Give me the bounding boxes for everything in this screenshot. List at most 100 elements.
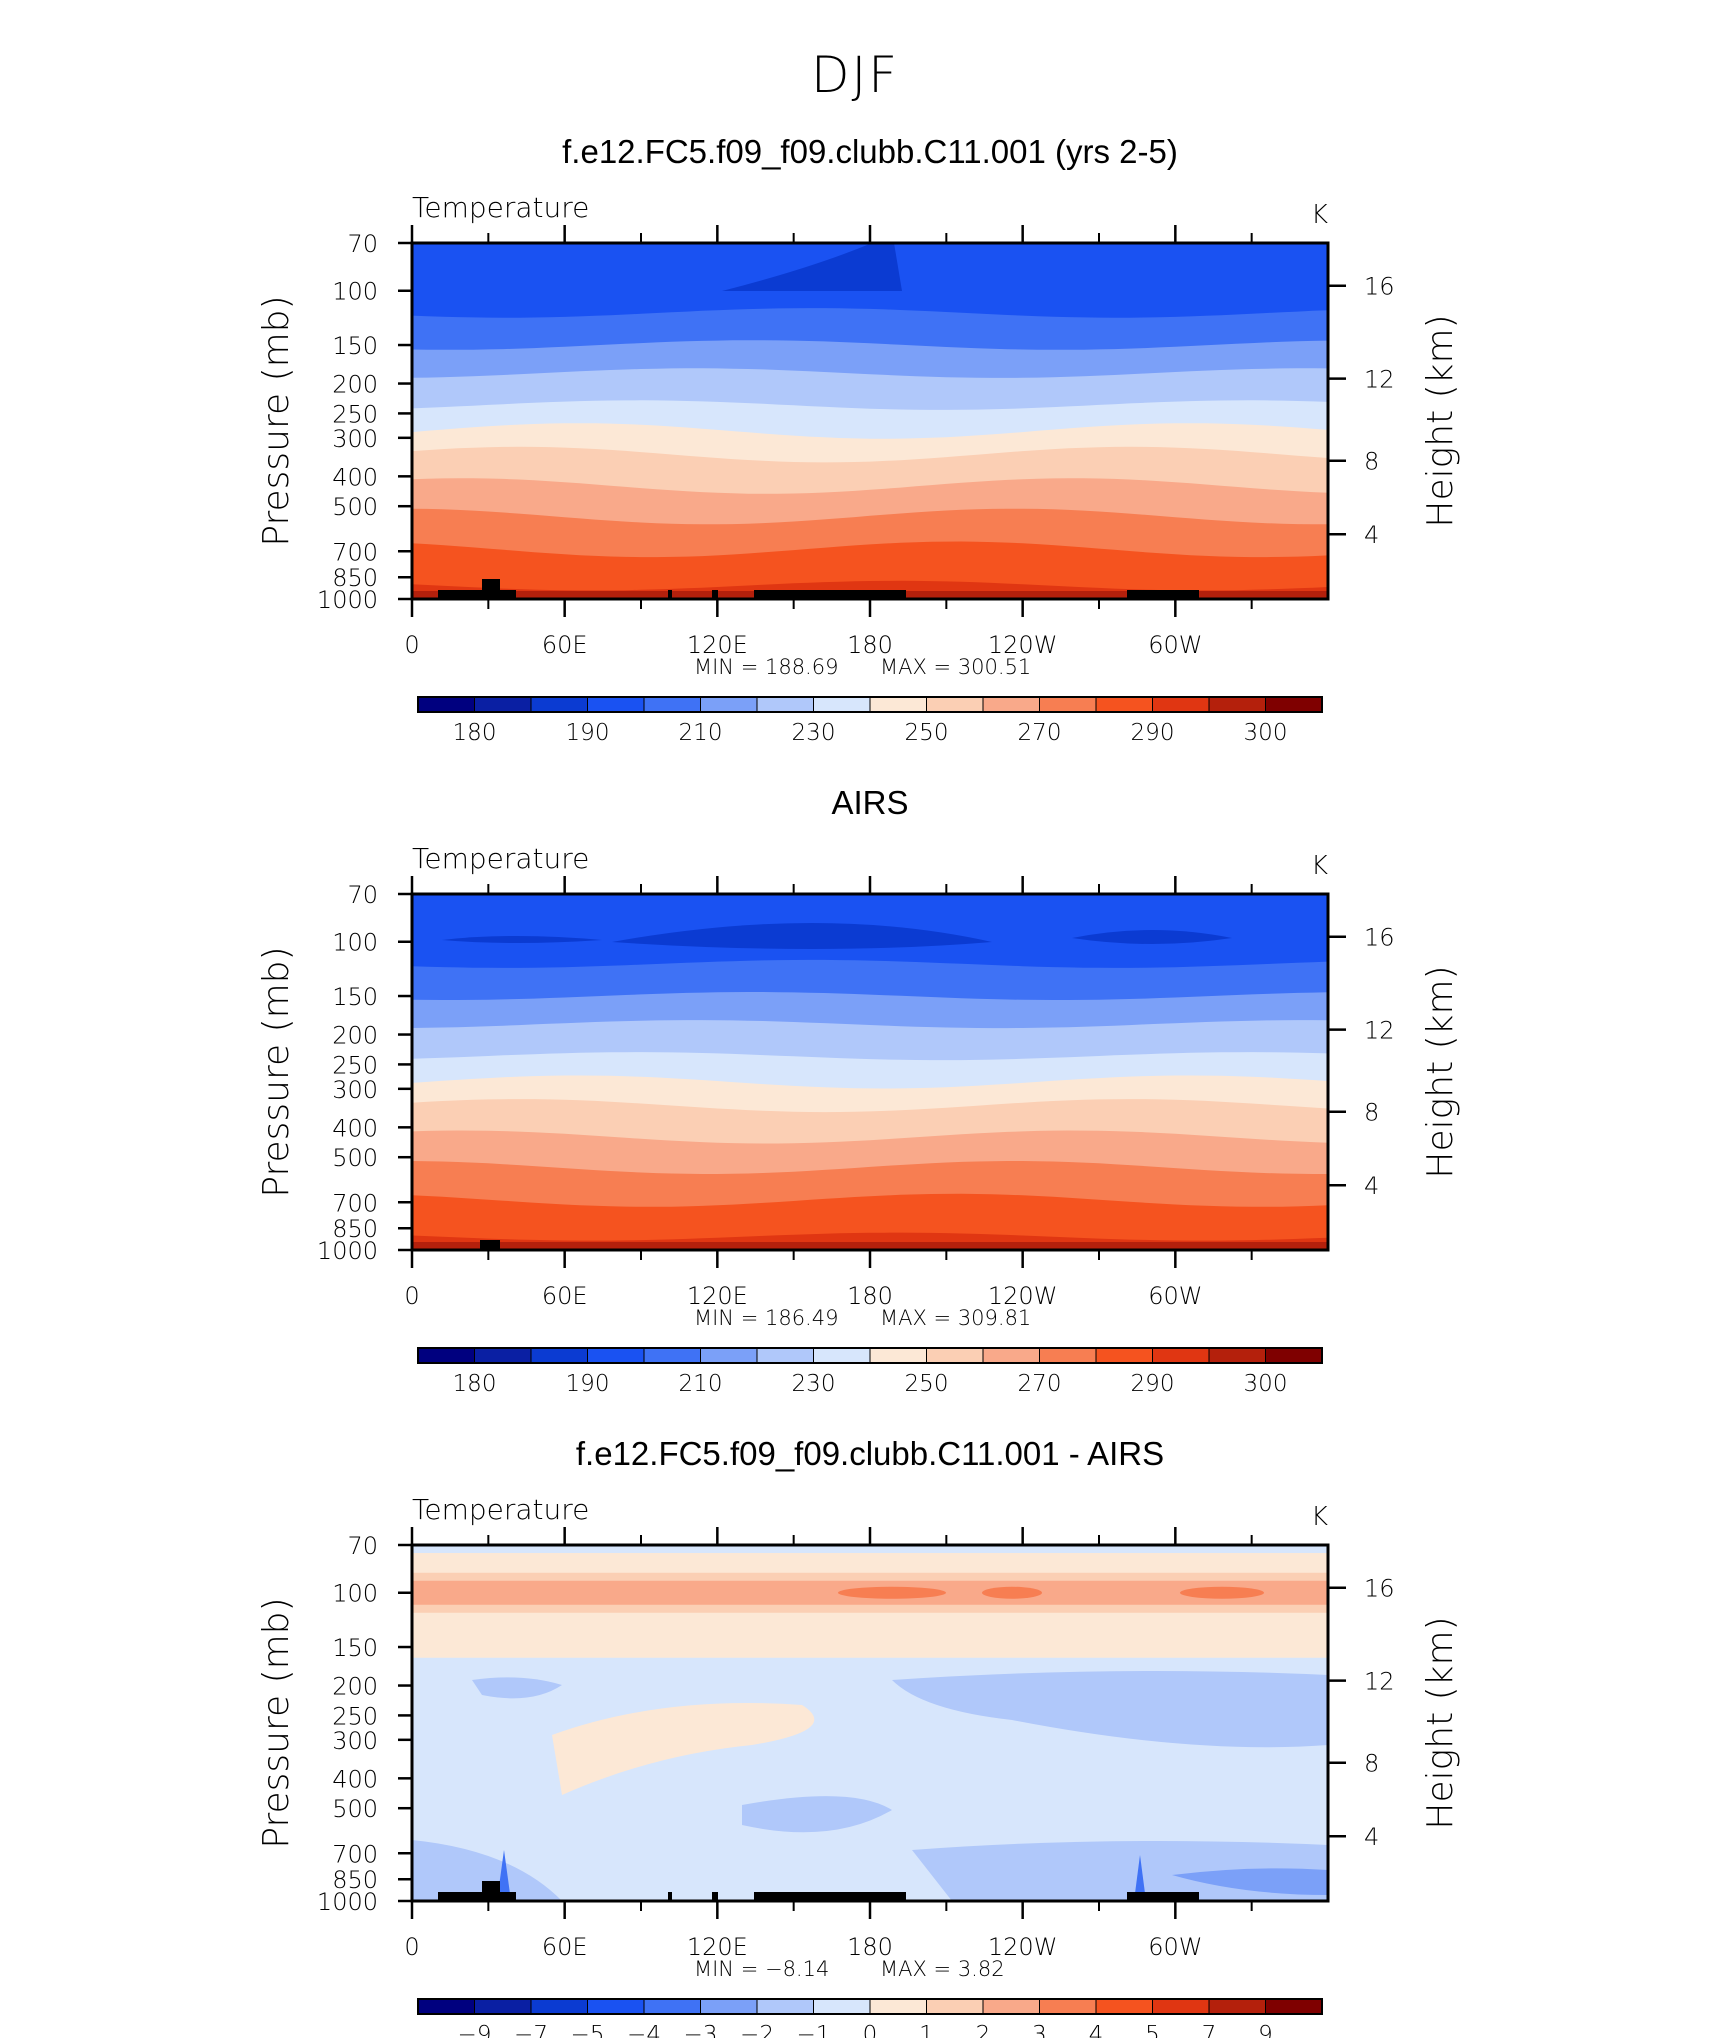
x-tick-label: 120E xyxy=(687,1933,748,1961)
y-axis-title: Pressure (mb) xyxy=(256,1597,297,1848)
x-tick-label: 60W xyxy=(1148,1933,1202,1961)
colorbar-swatch xyxy=(1152,1347,1210,1364)
colorbar-label: 270 xyxy=(1018,1371,1062,1397)
colorbar-swatch xyxy=(869,1347,927,1364)
topography-mask xyxy=(712,1892,718,1901)
y-tick-label: 700 xyxy=(332,1189,378,1217)
y-axis-title: Pressure (mb) xyxy=(256,295,297,546)
colorbar-swatch xyxy=(474,1347,532,1364)
topography-mask xyxy=(1127,1892,1199,1901)
colorbar-swatch xyxy=(474,696,532,713)
colorbar: 180 190 210 230 250 270 290 300 xyxy=(417,696,1323,746)
contour-band xyxy=(412,1193,1328,1250)
panel-title: f.e12.FC5.f09_f09.clubb.C11.001 (yrs 2-5… xyxy=(562,133,1178,170)
x-tick-label: 60E xyxy=(542,1933,588,1961)
topography-mask xyxy=(712,590,718,599)
colorbar-swatch xyxy=(700,1347,758,1364)
max-label: MAX = 309.81 xyxy=(880,1306,1031,1330)
colorbar-label: 230 xyxy=(792,1371,836,1397)
colorbar-swatch xyxy=(417,1998,475,2015)
colorbar-label: 3 xyxy=(1032,2022,1047,2038)
y-right-tick-label: 12 xyxy=(1364,1017,1395,1045)
colorbar-swatch xyxy=(587,1347,645,1364)
colorbar-swatch xyxy=(756,696,814,713)
colorbar-label: 250 xyxy=(905,720,949,746)
x-tick-label: 0 xyxy=(404,1282,419,1310)
colorbar-label: −4 xyxy=(627,2022,661,2038)
colorbar-swatch xyxy=(982,696,1040,713)
colorbar-label: 210 xyxy=(679,720,723,746)
colorbar-frame xyxy=(417,1347,1323,1364)
colorbar-swatch xyxy=(869,1998,927,2015)
colorbar-swatch xyxy=(1152,696,1210,713)
contour-band xyxy=(442,936,602,943)
y-tick-label: 1000 xyxy=(317,586,378,614)
y-tick-label: 500 xyxy=(332,493,378,521)
x-tick-label: 120E xyxy=(687,1282,748,1310)
y-right-tick-label: 4 xyxy=(1364,1172,1379,1200)
y-right-tick-label: 4 xyxy=(1364,1823,1379,1851)
y-tick-label: 100 xyxy=(332,929,378,957)
colorbar-swatch xyxy=(1265,696,1323,713)
contour-band xyxy=(838,1586,946,1599)
topography-mask xyxy=(482,579,500,599)
colorbar: 180 190 210 230 250 270 290 300 xyxy=(417,1347,1323,1397)
contour-band xyxy=(612,923,992,949)
colorbar-swatch xyxy=(700,696,758,713)
y-tick-label: 400 xyxy=(332,1765,378,1793)
colorbar-label: 300 xyxy=(1244,1371,1288,1397)
colorbar-label: 1 xyxy=(919,2022,934,2038)
min-label: MIN = 188.69 xyxy=(694,655,838,679)
contour-band xyxy=(552,1703,815,1795)
topography-mask xyxy=(480,1240,500,1250)
contour-field xyxy=(412,894,1328,1250)
colorbar-label: −1 xyxy=(797,2022,831,2038)
colorbar-frame xyxy=(417,696,1323,713)
y-right-tick-label: 8 xyxy=(1364,1750,1379,1778)
y-tick-label: 150 xyxy=(332,332,378,360)
colorbar-label: −7 xyxy=(514,2022,548,2038)
y-tick-label: 150 xyxy=(332,983,378,1011)
colorbar-swatch xyxy=(417,1347,475,1364)
y-tick-label: 500 xyxy=(332,1795,378,1823)
y-tick-label: 100 xyxy=(332,278,378,306)
units-label: K xyxy=(1311,851,1328,881)
y-tick-label: 200 xyxy=(332,1673,378,1701)
colorbar-swatch xyxy=(530,1347,588,1364)
colorbar-swatch xyxy=(813,1998,871,2015)
colorbar: −9 −7 −5 −4 −3 −2 −1 0 1 2 3 4 5 7 9 xyxy=(417,1998,1323,2038)
colorbar-label: −9 xyxy=(458,2022,492,2038)
colorbar-swatch xyxy=(1039,1998,1097,2015)
contour-band xyxy=(982,1586,1042,1599)
y-tick-label: 200 xyxy=(332,1022,378,1050)
y-tick-label: 200 xyxy=(332,371,378,399)
contour-band xyxy=(742,1796,892,1833)
x-tick-label: 180 xyxy=(847,1282,893,1310)
colorbar-label: −3 xyxy=(684,2022,718,2038)
y-right-tick-label: 4 xyxy=(1364,521,1379,549)
colorbar-frame xyxy=(417,1998,1323,2015)
y-tick-label: 400 xyxy=(332,1114,378,1142)
topography-mask xyxy=(668,590,672,599)
contour-band xyxy=(722,243,902,291)
colorbar-label: 210 xyxy=(679,1371,723,1397)
contour-band xyxy=(412,1840,562,1901)
x-tick-label: 60E xyxy=(542,1282,588,1310)
colorbar-swatch xyxy=(1208,1347,1266,1364)
colorbar-swatch xyxy=(587,1998,645,2015)
colorbar-label: 180 xyxy=(453,1371,497,1397)
colorbar-label: 190 xyxy=(566,720,610,746)
panel-subtitle: Temperature xyxy=(412,1493,589,1526)
y-tick-label: 850 xyxy=(332,564,378,592)
colorbar-swatch xyxy=(1095,1347,1153,1364)
y-tick-label: 300 xyxy=(332,1076,378,1104)
colorbar-label: 2 xyxy=(976,2022,991,2038)
panel-subtitle: Temperature xyxy=(412,842,589,875)
y-tick-label: 700 xyxy=(332,538,378,566)
colorbar-label: 4 xyxy=(1089,2022,1104,2038)
y-tick-label: 70 xyxy=(347,881,378,909)
colorbar-swatch xyxy=(1095,1998,1153,2015)
colorbar-swatch xyxy=(474,1998,532,2015)
x-tick-label: 0 xyxy=(404,1933,419,1961)
min-label: MIN = 186.49 xyxy=(694,1306,838,1330)
